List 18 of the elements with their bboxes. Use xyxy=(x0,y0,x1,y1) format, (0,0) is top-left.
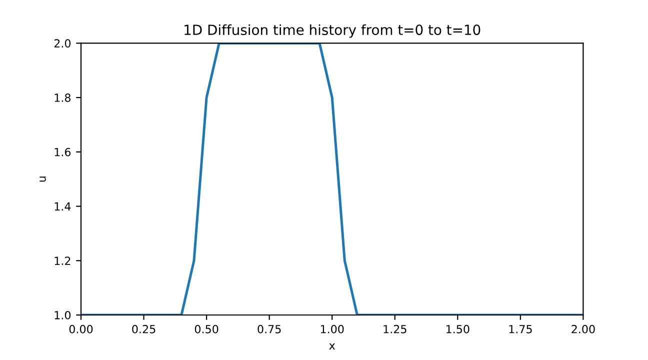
y-tick-label: 1.6 xyxy=(54,148,71,156)
x-tick-label: 1.25 xyxy=(384,324,406,334)
y-tick-label: 2.0 xyxy=(54,39,71,48)
x-tick-label: 1.50 xyxy=(446,324,470,334)
x-tick-label: 2.00 xyxy=(572,324,595,334)
x-tick-label: 0.50 xyxy=(194,324,218,334)
x-tick-label: 0.00 xyxy=(69,324,93,334)
x-tick-label: 0.25 xyxy=(132,324,156,334)
chart-title: 1D Diffusion time history from t=0 to t=10 xyxy=(184,24,480,38)
y-tick-label: 1.8 xyxy=(54,94,71,102)
x-axis-title: x xyxy=(329,343,336,350)
y-tick-label: 1.2 xyxy=(54,256,70,265)
x-tick-label: 0.75 xyxy=(258,324,281,334)
y-axis-title: u xyxy=(40,176,46,182)
x-tick-label: 1.00 xyxy=(320,324,344,334)
x-tick-label: 1.75 xyxy=(509,325,532,334)
y-tick-label: 1.4 xyxy=(54,202,71,210)
y-tick-label: 1.0 xyxy=(54,310,71,320)
